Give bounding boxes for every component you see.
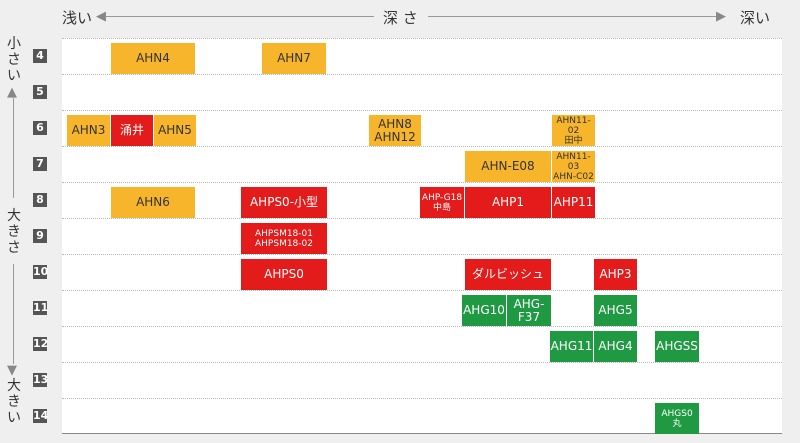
item-label-line: AHPSM18-01: [255, 228, 313, 239]
size-small-label: 小さい: [7, 36, 21, 84]
item-label-line: AHP11: [553, 195, 594, 209]
item-label-line: ダルビッシュ: [471, 267, 544, 281]
item-AHN8-AHN12: AHN8 AHN12: [369, 115, 421, 146]
row-number-4: 4: [33, 49, 47, 63]
item-label-line: 田中: [564, 135, 583, 146]
arrow-right-icon: ▶: [716, 9, 726, 24]
item-label-line: AHGS0: [661, 408, 693, 419]
row-number-12: 12: [33, 337, 49, 351]
row-number-10: 10: [33, 265, 49, 279]
row-number-7: 7: [33, 157, 47, 171]
grid-row-12: [62, 326, 782, 362]
grid-row-10: [62, 254, 782, 290]
grid-row-11: [62, 290, 782, 326]
item-AHP11: AHP11: [552, 187, 595, 218]
size-axis-line-top: [13, 98, 14, 198]
depth-deep-label: 深い: [740, 9, 771, 27]
item-AHGS0-丸: AHGS0 丸: [655, 403, 699, 434]
grid-row-6: [62, 110, 782, 146]
item-AHP-G18-中島: AHP-G18 中島: [420, 187, 464, 218]
depth-axis: 浅い ◀ 深 さ ▶ 深い: [0, 0, 800, 34]
item-label-line: AHPSM18-02: [255, 238, 313, 249]
size-axis: 小さい ▲ 大きさ ▼ 大きい: [0, 36, 30, 436]
item-label-line: AHPS0: [264, 267, 304, 281]
item-label-line: 丸: [672, 418, 682, 429]
item-label-line: AHGSS: [656, 339, 698, 353]
item-label-line: 涌井: [119, 123, 144, 137]
item-AHPS0: AHPS0: [241, 259, 327, 290]
depth-axis-line-right: [428, 16, 718, 17]
item-AHN11-03-AHN-C02: AHN11-03 AHN-C02: [552, 151, 595, 182]
row-number-11: 11: [33, 301, 49, 315]
depth-shallow-label: 浅い: [62, 9, 93, 27]
item-label-line: AHN11-02: [556, 115, 591, 136]
item-label-line: AHP-G18: [421, 192, 463, 203]
arrow-left-icon: ◀: [96, 9, 106, 24]
item-AHN4: AHN4: [111, 43, 195, 74]
item-AHP3: AHP3: [594, 259, 637, 290]
item-AHPS0-小型: AHPS0-小型: [241, 187, 327, 218]
row-number-6: 6: [33, 121, 47, 135]
item-label-line: AHG10: [463, 303, 505, 317]
item-label-line: AHP1: [491, 195, 525, 209]
arrow-down-icon: ▼: [7, 363, 17, 378]
item-AHG-F37: AHG-F37: [507, 295, 551, 326]
item-AHN11-02-田中: AHN11-02 田中: [552, 115, 595, 146]
item-AHN6: AHN6: [111, 187, 195, 218]
item-AHN3: AHN3: [67, 115, 110, 146]
size-axis-line-bottom: [13, 264, 14, 364]
item-AHG5: AHG5: [594, 295, 637, 326]
depth-axis-title: 深 さ: [383, 9, 418, 27]
item-AHG11: AHG11: [550, 331, 593, 362]
item-label-line: AHN-C02: [553, 171, 594, 182]
arrow-up-icon: ▲: [7, 85, 17, 100]
grid-row-4: [62, 38, 782, 74]
item-涌井: 涌井: [111, 115, 153, 146]
item-AHG10: AHG10: [462, 295, 506, 326]
item-label-line: AHP3: [599, 267, 632, 281]
item-AHG4: AHG4: [594, 331, 637, 362]
item-label-line: AHN7: [277, 51, 311, 65]
item-label-line: AHN12: [374, 129, 416, 144]
grid-row-13: [62, 362, 782, 398]
item-ダルビッシュ: ダルビッシュ: [465, 259, 551, 290]
row-number-9: 9: [33, 229, 47, 243]
item-label-line: AHG11: [550, 339, 593, 353]
item-label-line: AHG4: [598, 339, 633, 353]
size-large-label: 大きい: [7, 378, 21, 426]
item-AHGSS: AHGSS: [655, 331, 699, 362]
grid-row-8: [62, 182, 782, 218]
item-label-line: AHPS0-小型: [249, 195, 319, 209]
item-label-line: 中島: [432, 202, 451, 213]
item-label-line: AHN4: [136, 51, 170, 65]
row-number-14: 14: [33, 409, 49, 423]
item-AHPSM18-01-AHPSM18-02: AHPSM18-01 AHPSM18-02: [241, 223, 327, 254]
chart-grid: AHN4 AHN7 AHN3 涌井 AHN5 AHN8 AHN12 AHN11-02 田中 AHN…: [62, 38, 782, 434]
size-axis-title: 大きさ: [7, 208, 21, 256]
item-label-line: AHN3: [71, 123, 106, 137]
item-label-line: AHN8: [378, 116, 412, 131]
item-label-line: AHN6: [136, 195, 170, 209]
grid-row-7: [62, 146, 782, 182]
item-label-line: AHN-E08: [481, 159, 535, 173]
grid-row-9: [62, 218, 782, 254]
grid-row-5: [62, 74, 782, 110]
item-label-line: AHN11-03: [556, 151, 591, 172]
item-label-line: AHN5: [158, 123, 192, 137]
row-number-8: 8: [33, 193, 47, 207]
item-label-line: AHG-F37: [513, 296, 545, 324]
grid-row-14: [62, 398, 782, 434]
item-AHN7: AHN7: [262, 43, 326, 74]
item-AHP1: AHP1: [465, 187, 551, 218]
item-label-line: AHG5: [598, 303, 633, 317]
row-number-5: 5: [33, 85, 47, 99]
row-number-13: 13: [33, 373, 49, 387]
item-AHN5: AHN5: [154, 115, 196, 146]
depth-axis-line-left: [106, 16, 374, 17]
item-AHN-E08: AHN-E08: [465, 151, 551, 182]
